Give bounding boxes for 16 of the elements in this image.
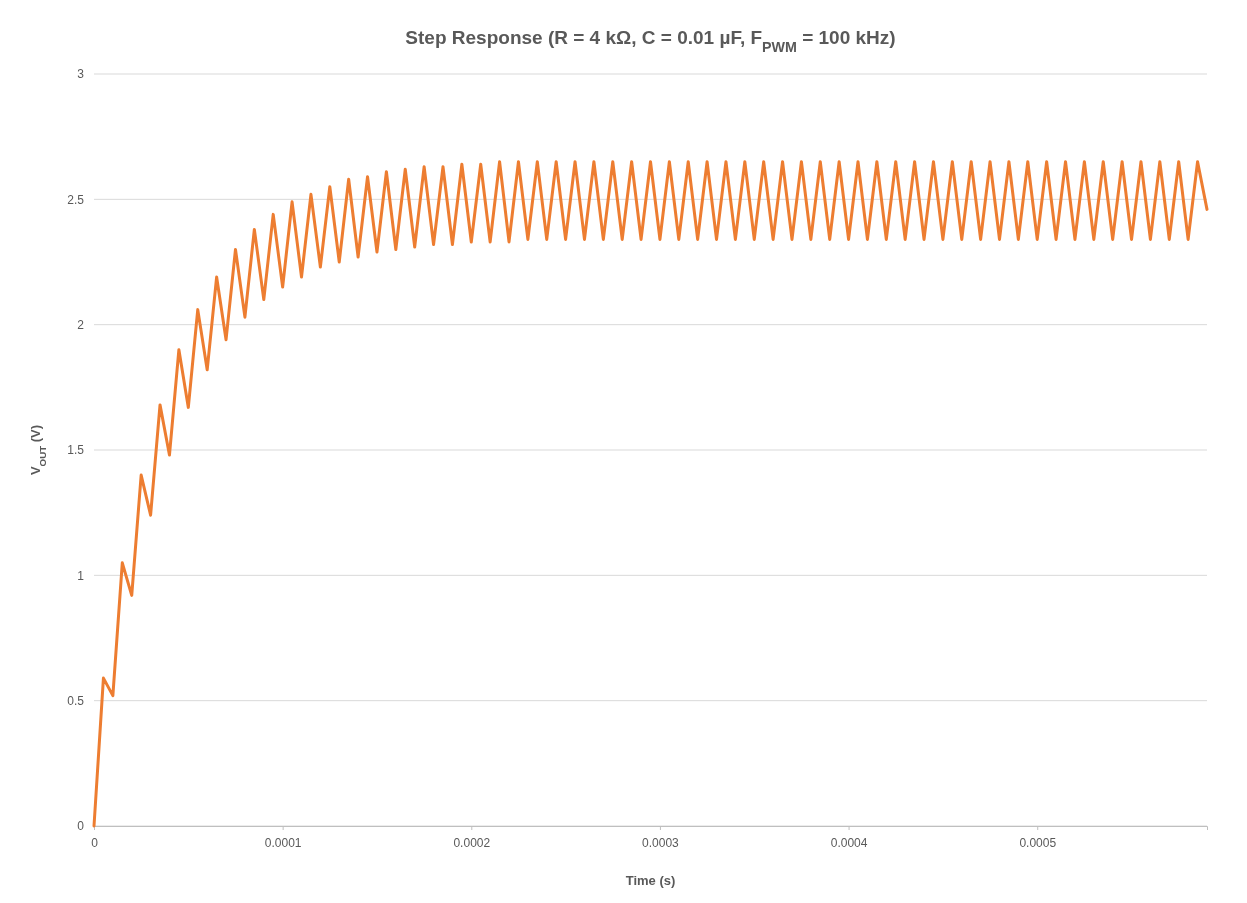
x-tick-label: 0.0004 bbox=[830, 835, 868, 850]
y-tick-label: 2 bbox=[77, 318, 85, 333]
x-tick-label: 0.0003 bbox=[642, 835, 680, 850]
chart-title: Step Response (R = 4 kΩ, C = 0.01 µF, F$_{PWM}$ = 100 kHz) bbox=[405, 27, 896, 55]
x-tick-label: 0.0001 bbox=[264, 835, 302, 850]
y-tick-label: 0.5 bbox=[67, 694, 85, 709]
y-tick-label: 1.5 bbox=[67, 443, 85, 458]
y-tick-label: 1 bbox=[77, 568, 85, 583]
x-tick-label: 0.0002 bbox=[453, 835, 491, 850]
x-tick-label: 0.0005 bbox=[1019, 835, 1057, 850]
y-tick-label: 0 bbox=[77, 819, 85, 834]
x-axis-title: Time (s) bbox=[625, 873, 676, 888]
y-tick-label: 2.5 bbox=[67, 192, 85, 207]
line-series bbox=[92, 160, 1209, 828]
y-tick-label: 3 bbox=[77, 67, 85, 82]
x-tick-label: 0 bbox=[91, 835, 99, 850]
